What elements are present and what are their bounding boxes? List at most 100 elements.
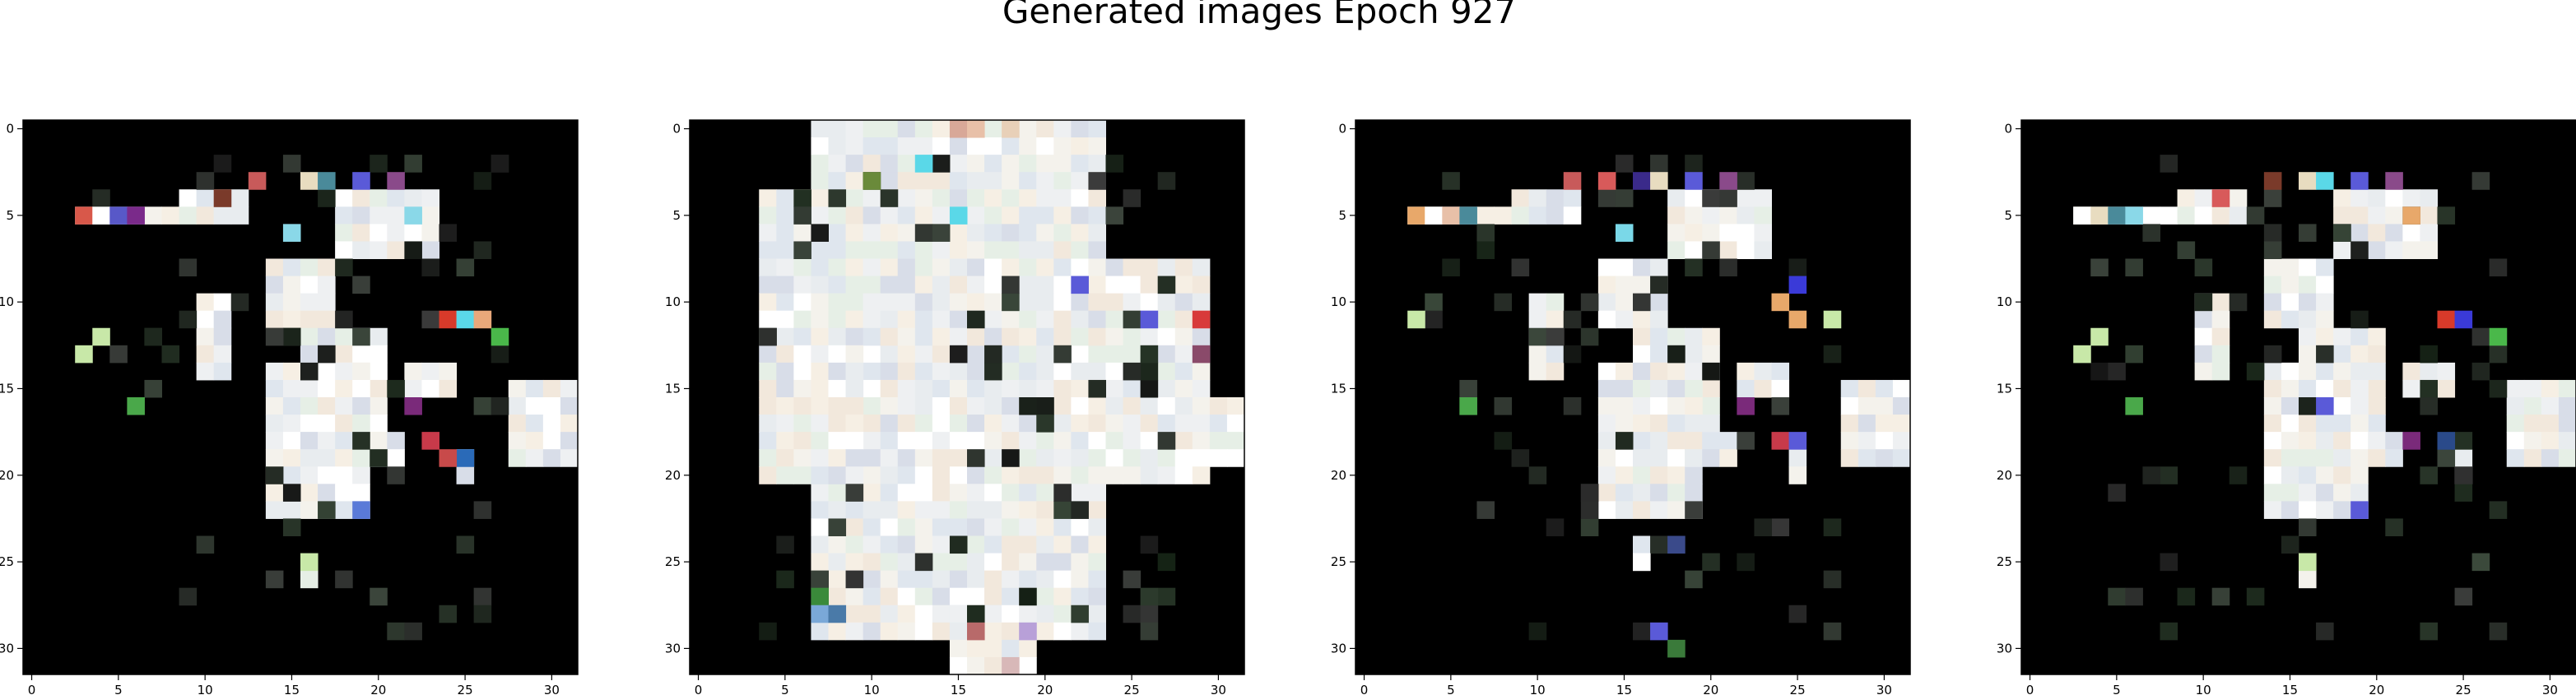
pixel-cell xyxy=(1580,293,1599,312)
pixel-cell xyxy=(811,172,829,190)
pixel-cell xyxy=(92,206,110,225)
pixel-cell xyxy=(1123,345,1142,364)
pixel-cell xyxy=(92,189,110,207)
pixel-cell xyxy=(1702,189,1720,207)
pixel-cell xyxy=(542,397,561,415)
pixel-cell xyxy=(352,276,370,294)
pixel-cell xyxy=(967,449,985,467)
pixel-cell xyxy=(1053,137,1072,155)
pixel-cell xyxy=(811,397,829,415)
pixel-cell xyxy=(1633,553,1651,572)
pixel-cell xyxy=(845,605,864,623)
pixel-cell xyxy=(1425,206,1443,225)
pixel-cell xyxy=(967,189,985,207)
pixel-cell xyxy=(1140,310,1159,329)
pixel-cell xyxy=(1737,172,1755,190)
pixel-cell xyxy=(1667,639,1686,658)
pixel-cell xyxy=(828,155,847,173)
pixel-cell xyxy=(1667,535,1686,554)
pixel-cell xyxy=(845,293,864,312)
pixel-cell xyxy=(828,518,847,536)
pixel-cell xyxy=(880,189,899,207)
pixel-cell xyxy=(914,189,933,207)
pixel-cell xyxy=(2402,189,2420,207)
pixel-cell xyxy=(863,535,881,554)
pixel-cell xyxy=(265,484,284,502)
pixel-cell xyxy=(914,276,933,294)
pixel-cell xyxy=(2316,449,2334,467)
pixel-cell xyxy=(2420,224,2438,242)
pixel-cell xyxy=(1053,258,1072,277)
pixel-cell xyxy=(1123,570,1142,589)
pixel-cell xyxy=(1088,362,1106,381)
pixel-cell xyxy=(1633,466,1651,484)
pixel-cell xyxy=(1528,293,1547,312)
pixel-cell xyxy=(1053,206,1072,225)
pixel-cell xyxy=(2541,397,2560,415)
pixel-cell xyxy=(759,206,777,225)
pixel-cell xyxy=(949,137,968,155)
pixel-cell xyxy=(845,587,864,606)
pixel-cell xyxy=(2177,206,2196,225)
pixel-cell xyxy=(179,587,198,606)
pixel-cell xyxy=(1667,224,1686,242)
pixel-cell xyxy=(1019,449,1037,467)
pixel-cell xyxy=(2125,587,2143,606)
pixel-cell xyxy=(949,345,968,364)
pixel-cell xyxy=(352,484,370,502)
pixel-cell xyxy=(1036,466,1054,484)
pixel-cell xyxy=(1546,518,1565,536)
pixel-cell xyxy=(932,622,951,641)
pixel-cell xyxy=(335,570,353,589)
pixel-cell xyxy=(473,241,492,259)
pixel-cell xyxy=(759,362,777,381)
pixel-cell xyxy=(2108,206,2126,225)
pixel-cell xyxy=(1002,535,1020,554)
pixel-cell xyxy=(2246,587,2265,606)
pixel-cell xyxy=(984,293,1002,312)
x-tick-label: 10 xyxy=(1530,683,1546,695)
pixel-cell xyxy=(352,432,370,450)
pixel-cell xyxy=(2368,224,2386,242)
pixel-cell xyxy=(1157,172,1176,190)
pixel-cell xyxy=(1633,622,1651,641)
pixel-cell xyxy=(2073,206,2091,225)
pixel-cell xyxy=(984,258,1002,277)
pixel-cell xyxy=(335,345,353,364)
pixel-cell xyxy=(1875,449,1894,467)
pixel-cell xyxy=(335,310,353,329)
pixel-cell xyxy=(352,397,370,415)
pixel-cell xyxy=(1737,397,1755,415)
pixel-cell xyxy=(1650,345,1668,364)
pixel-cell xyxy=(1650,415,1668,433)
pixel-cell xyxy=(932,224,951,242)
pixel-cell xyxy=(1002,622,1020,641)
pixel-cell xyxy=(1071,224,1089,242)
pixel-cell xyxy=(370,206,388,225)
pixel-cell xyxy=(932,570,951,589)
pixel-cell xyxy=(1157,276,1176,294)
pixel-cell xyxy=(863,587,881,606)
y-tick-label: 0 xyxy=(1338,122,1346,137)
pixel-cell xyxy=(2194,258,2213,277)
x-tick-label: 0 xyxy=(28,683,36,695)
pixel-cell xyxy=(897,258,916,277)
pixel-cell xyxy=(759,241,777,259)
pixel-cell xyxy=(1771,432,1790,450)
pixel-cell xyxy=(1702,553,1720,572)
pixel-cell xyxy=(1157,345,1176,364)
pixel-cell xyxy=(1157,293,1176,312)
pixel-cell xyxy=(2385,172,2403,190)
pixel-cell xyxy=(318,501,336,519)
pixel-cell xyxy=(2073,345,2091,364)
pixel-cell xyxy=(1667,206,1686,225)
pixel-cell xyxy=(759,379,777,398)
pixel-cell xyxy=(1754,206,1772,225)
pixel-cell xyxy=(1123,415,1142,433)
pixel-cell xyxy=(949,379,968,398)
pixel-cell xyxy=(1615,310,1634,329)
pixel-cell xyxy=(1053,587,1072,606)
pixel-cell xyxy=(2350,379,2369,398)
pixel-cell xyxy=(1650,327,1668,346)
